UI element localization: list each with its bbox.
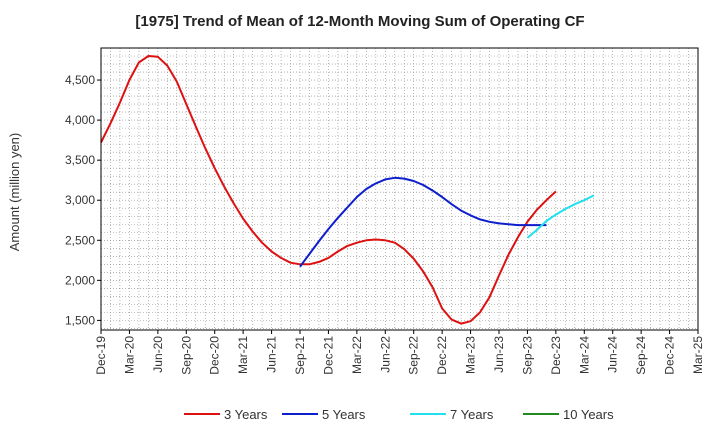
x-tick-label: Sep-24 [634,336,648,375]
x-tick-label: Sep-20 [179,336,193,375]
x-tick-label: Mar-24 [577,336,591,374]
y-tick-label: 3,500 [65,153,95,167]
y-tick-labels: 1,500 2,000 2,500 3,000 3,500 4,000 4,500 [65,73,101,327]
x-tick-label: Mar-25 [691,336,705,374]
x-tick-label: Mar-21 [236,336,250,374]
legend: 3 Years 5 Years 7 Years 10 Years [184,407,614,422]
x-tick-label: Sep-23 [520,336,534,375]
legend-label: 10 Years [563,407,614,422]
x-tick-label: Sep-22 [407,336,421,375]
y-tick-label: 2,000 [65,273,95,287]
x-tick-label: Mar-22 [350,336,364,374]
x-tick-label: Mar-23 [464,336,478,374]
series-line-5-years [299,176,547,268]
legend-label: 7 Years [450,407,494,422]
y-tick-label: 3,000 [65,193,95,207]
x-tick-label: Dec-20 [208,336,222,375]
x-tick-label: Dec-21 [321,336,335,375]
series-line-7-years [526,194,595,239]
x-tick-label: Sep-21 [293,336,307,375]
x-tick-label: Mar-20 [122,336,136,374]
x-tick-label: Jun-20 [151,336,165,373]
y-tick-label: 4,000 [65,113,95,127]
x-tick-label: Dec-19 [94,336,108,375]
y-tick-label: 2,500 [65,233,95,247]
x-tick-labels: Dec-19 Mar-20 Jun-20 Sep-20 Dec-20 Mar-21 Jun-… [94,330,705,375]
plot-frame [100,47,699,331]
y-tick-label: 1,500 [65,313,95,327]
series-lines [100,55,595,325]
chart-title: [1975] Trend of Mean of 12-Month Moving … [135,13,584,30]
legend-label: 3 Years [224,407,268,422]
y-tick-label: 4,500 [65,73,95,87]
x-tick-label: Dec-23 [549,336,563,375]
x-tick-label: Jun-21 [265,336,279,373]
x-tick-label: Jun-24 [606,336,620,373]
y-axis-label: Amount (million yen) [7,133,22,252]
x-tick-label: Dec-22 [435,336,449,375]
series-line-3-years [100,55,557,325]
x-tick-label: Dec-24 [663,336,677,375]
x-tick-label: Jun-23 [492,336,506,373]
legend-label: 5 Years [322,407,366,422]
x-tick-label: Jun-22 [378,336,392,373]
grid-lines [100,47,699,330]
